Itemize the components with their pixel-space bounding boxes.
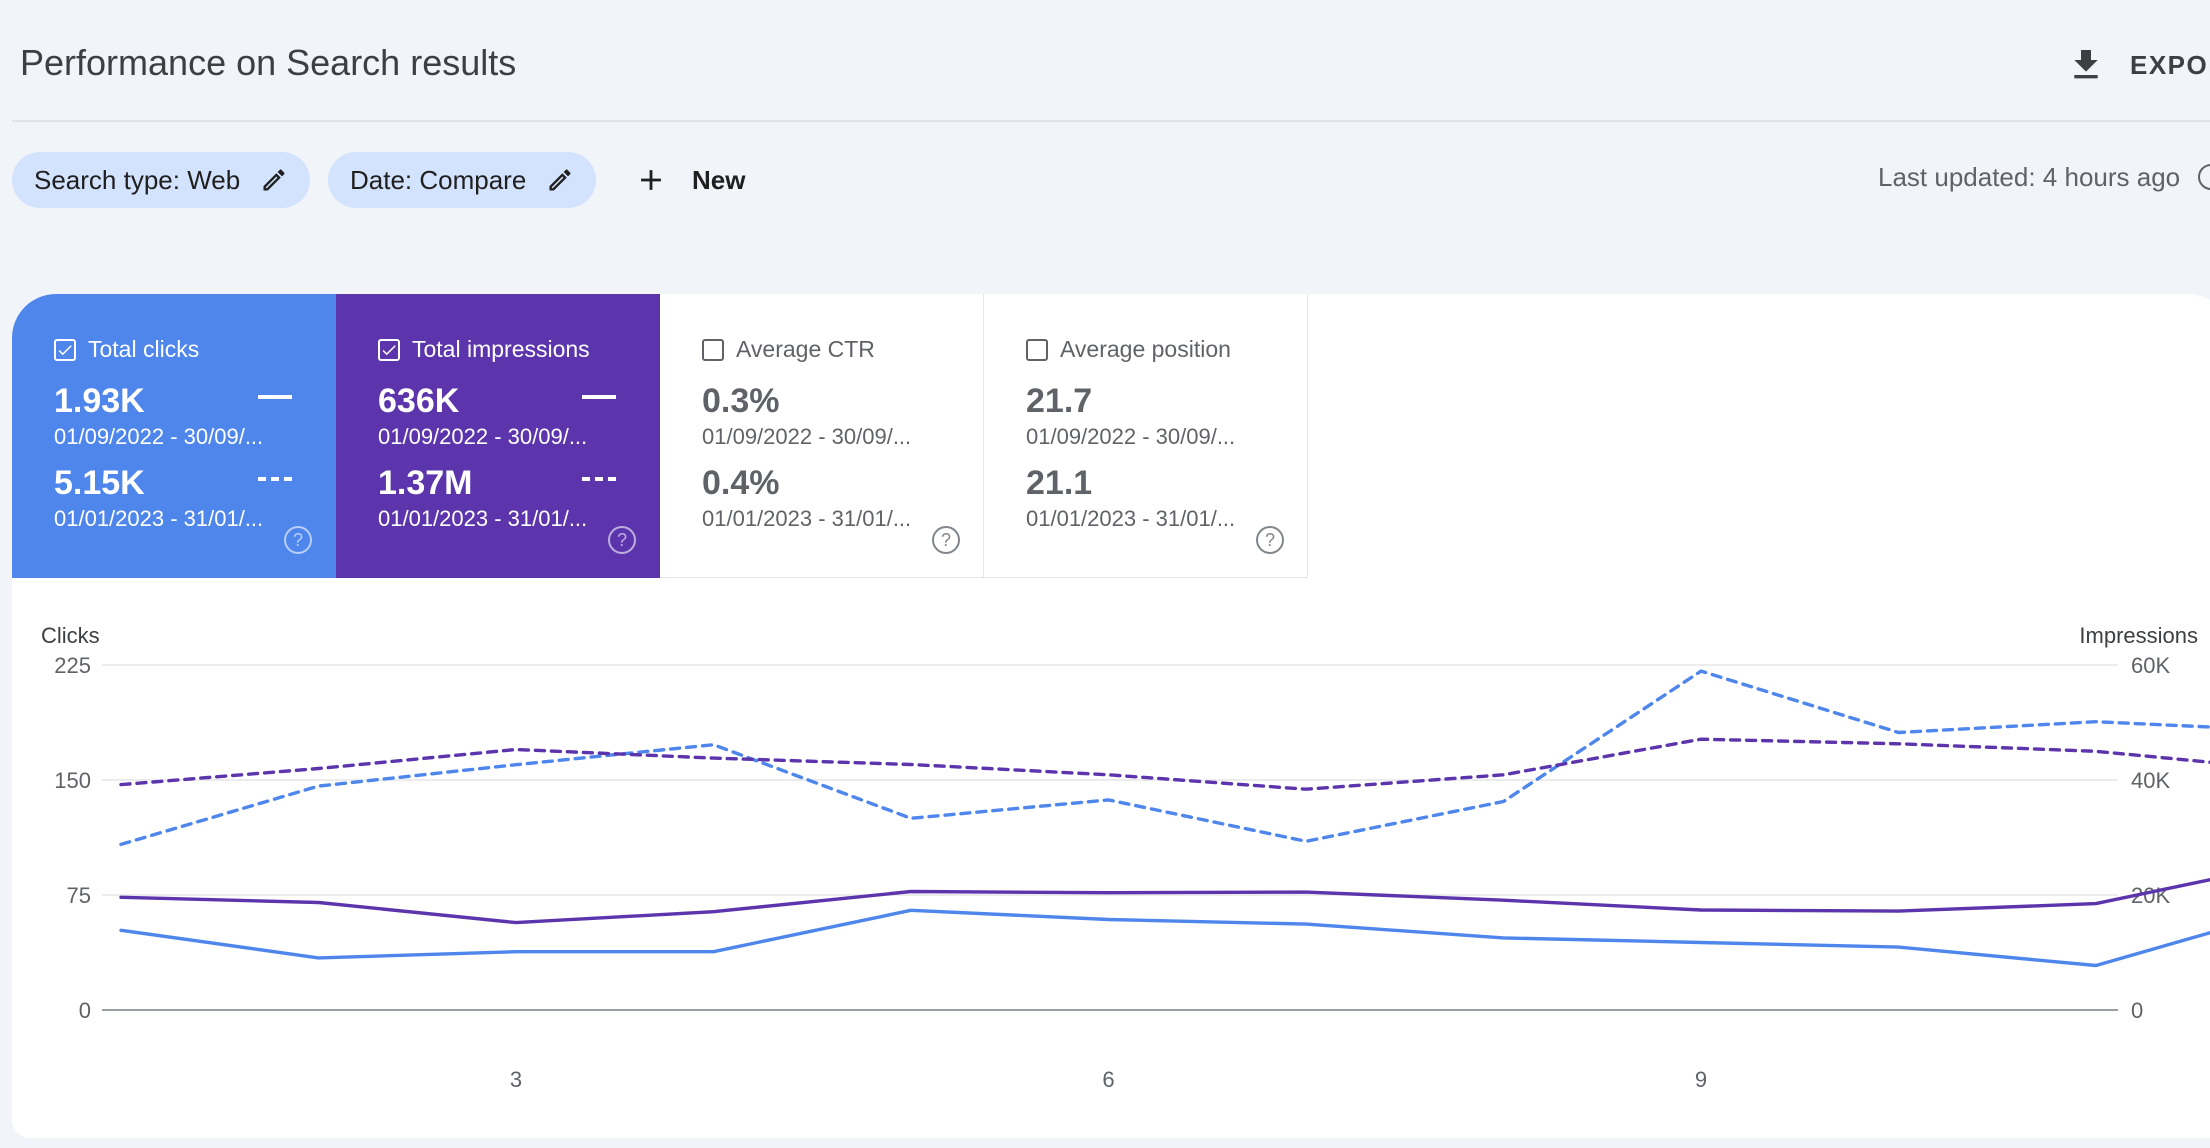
- new-filter-button[interactable]: New: [626, 152, 753, 208]
- y-left-tick-label: 225: [54, 653, 91, 678]
- metric-range-period-2: 01/01/2023 - 31/01/...: [378, 506, 588, 531]
- help-icon[interactable]: ?: [608, 526, 636, 554]
- help-icon[interactable]: ?: [1256, 526, 1284, 554]
- download-icon: [2074, 50, 2098, 79]
- series-line-clicks-dashed: [119, 669, 2210, 847]
- y-right-tick-label: 0: [2131, 998, 2143, 1023]
- solid-line-legend-icon: [582, 395, 616, 399]
- plus-icon: [641, 170, 661, 190]
- metric-range-period-1: 01/09/2022 - 30/09/...: [378, 424, 588, 449]
- date-compare-label: Date: Compare: [350, 164, 527, 195]
- metric-value-period-1: 636K: [378, 382, 460, 420]
- metric-range-period-1: 01/09/2022 - 30/09/...: [702, 424, 912, 449]
- metric-value-period-1: 0.3%: [702, 382, 780, 420]
- help-icon[interactable]: ?: [284, 526, 312, 554]
- metric-tile-total-clicks[interactable]: Total clicks 1.93K 01/09/2022 - 30/09/..…: [12, 294, 336, 578]
- y-left-axis-title: Clicks: [41, 623, 100, 648]
- metric-label: Average position: [1060, 336, 1231, 362]
- page-title: Performance on Search results: [20, 42, 517, 83]
- search-type-chip[interactable]: Search type: Web: [12, 152, 311, 208]
- y-left-tick-label: 150: [54, 768, 91, 793]
- metric-value-period-1: 1.93K: [54, 382, 145, 420]
- header-divider: [12, 120, 2210, 122]
- metric-value-period-1: 21.7: [1026, 382, 1093, 420]
- checkbox-checked-icon[interactable]: [378, 338, 400, 361]
- dashed-line-legend-icon: [582, 477, 616, 481]
- series-line-impressions-dashed: [119, 737, 2210, 791]
- x-tick-label: 6: [1102, 1067, 1114, 1092]
- checkbox-checked-icon[interactable]: [54, 338, 76, 361]
- y-right-tick-label: 40K: [2131, 768, 2170, 793]
- metric-label: Total clicks: [88, 336, 200, 362]
- last-updated-text: Last updated: 4 hours ago: [1878, 162, 2181, 192]
- y-left-tick-label: 0: [79, 998, 91, 1023]
- performance-line-chart[interactable]: 007520K15040K22560KClicksImpressions3691…: [12, 294, 2210, 1138]
- edit-pencil-icon[interactable]: [260, 166, 288, 194]
- new-filter-label: New: [692, 164, 746, 195]
- export-button[interactable]: EXPORT: [2066, 40, 2210, 90]
- y-right-tick-label: 60K: [2131, 653, 2170, 678]
- series-line-impressions-solid: [119, 877, 2210, 925]
- metric-value-period-2: 0.4%: [702, 464, 780, 502]
- dashed-line-legend-icon: [258, 477, 292, 481]
- series-line-clicks-solid: [119, 908, 2210, 968]
- info-icon[interactable]: [2198, 164, 2210, 190]
- export-label: EXPORT: [2130, 49, 2210, 80]
- metric-label: Total impressions: [412, 336, 590, 362]
- metric-tile-average-ctr[interactable]: Average CTR 0.3% 01/09/2022 - 30/09/... …: [660, 294, 984, 578]
- performance-card: Total clicks 1.93K 01/09/2022 - 30/09/..…: [12, 294, 2210, 1138]
- metric-range-period-1: 01/09/2022 - 30/09/...: [1026, 424, 1236, 449]
- solid-line-legend-icon: [258, 395, 292, 399]
- metric-range-period-1: 01/09/2022 - 30/09/...: [54, 424, 264, 449]
- y-left-tick-label: 75: [67, 883, 91, 908]
- x-tick-label: 3: [510, 1067, 522, 1092]
- help-icon[interactable]: ?: [932, 526, 960, 554]
- checkbox-unchecked-icon[interactable]: [1026, 338, 1048, 361]
- metric-range-period-2: 01/01/2023 - 31/01/...: [702, 506, 912, 531]
- search-type-label: Search type: Web: [34, 164, 241, 195]
- edit-pencil-icon[interactable]: [546, 166, 574, 194]
- y-right-axis-title: Impressions: [2079, 623, 2198, 648]
- metric-tile-average-position[interactable]: Average position 21.7 01/09/2022 - 30/09…: [984, 294, 1308, 578]
- x-tick-label: 9: [1695, 1067, 1707, 1092]
- metric-label: Average CTR: [736, 336, 875, 362]
- metric-value-period-2: 21.1: [1026, 464, 1093, 502]
- metric-value-period-2: 5.15K: [54, 464, 145, 502]
- metric-tile-total-impressions[interactable]: Total impressions 636K 01/09/2022 - 30/0…: [336, 294, 660, 578]
- metric-range-period-2: 01/01/2023 - 31/01/...: [1026, 506, 1236, 531]
- checkbox-unchecked-icon[interactable]: [702, 338, 724, 361]
- metric-range-period-2: 01/01/2023 - 31/01/...: [54, 506, 264, 531]
- date-compare-chip[interactable]: Date: Compare: [328, 152, 597, 208]
- metric-value-period-2: 1.37M: [378, 464, 473, 502]
